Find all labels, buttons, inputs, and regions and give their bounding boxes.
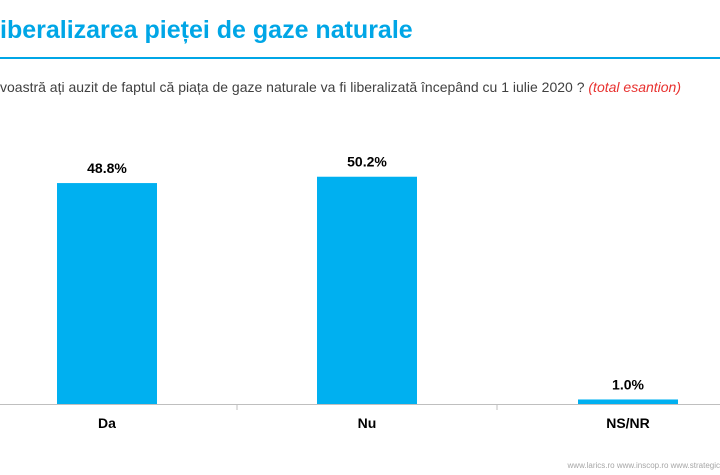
page-title: iberalizarea pieței de gaze naturale <box>0 16 413 44</box>
bar-nsnr <box>578 399 678 404</box>
data-label: 48.8% <box>87 160 127 176</box>
data-label: 1.0% <box>612 376 644 392</box>
category-label: Da <box>98 415 116 431</box>
question-text: voastră ați auzit de faptul că piața de … <box>0 79 585 95</box>
title-divider <box>0 57 720 59</box>
category-label: Nu <box>358 415 377 431</box>
bar-da <box>57 183 157 404</box>
category-label: NS/NR <box>606 415 650 431</box>
sample-note: (total esantion) <box>588 79 681 95</box>
bar-nu <box>317 176 417 404</box>
survey-question: voastră ați auzit de faptul că piața de … <box>0 79 681 95</box>
data-label: 50.2% <box>347 154 387 170</box>
source-footer: www.larics.ro www.inscop.ro www.strategi… <box>567 461 720 470</box>
